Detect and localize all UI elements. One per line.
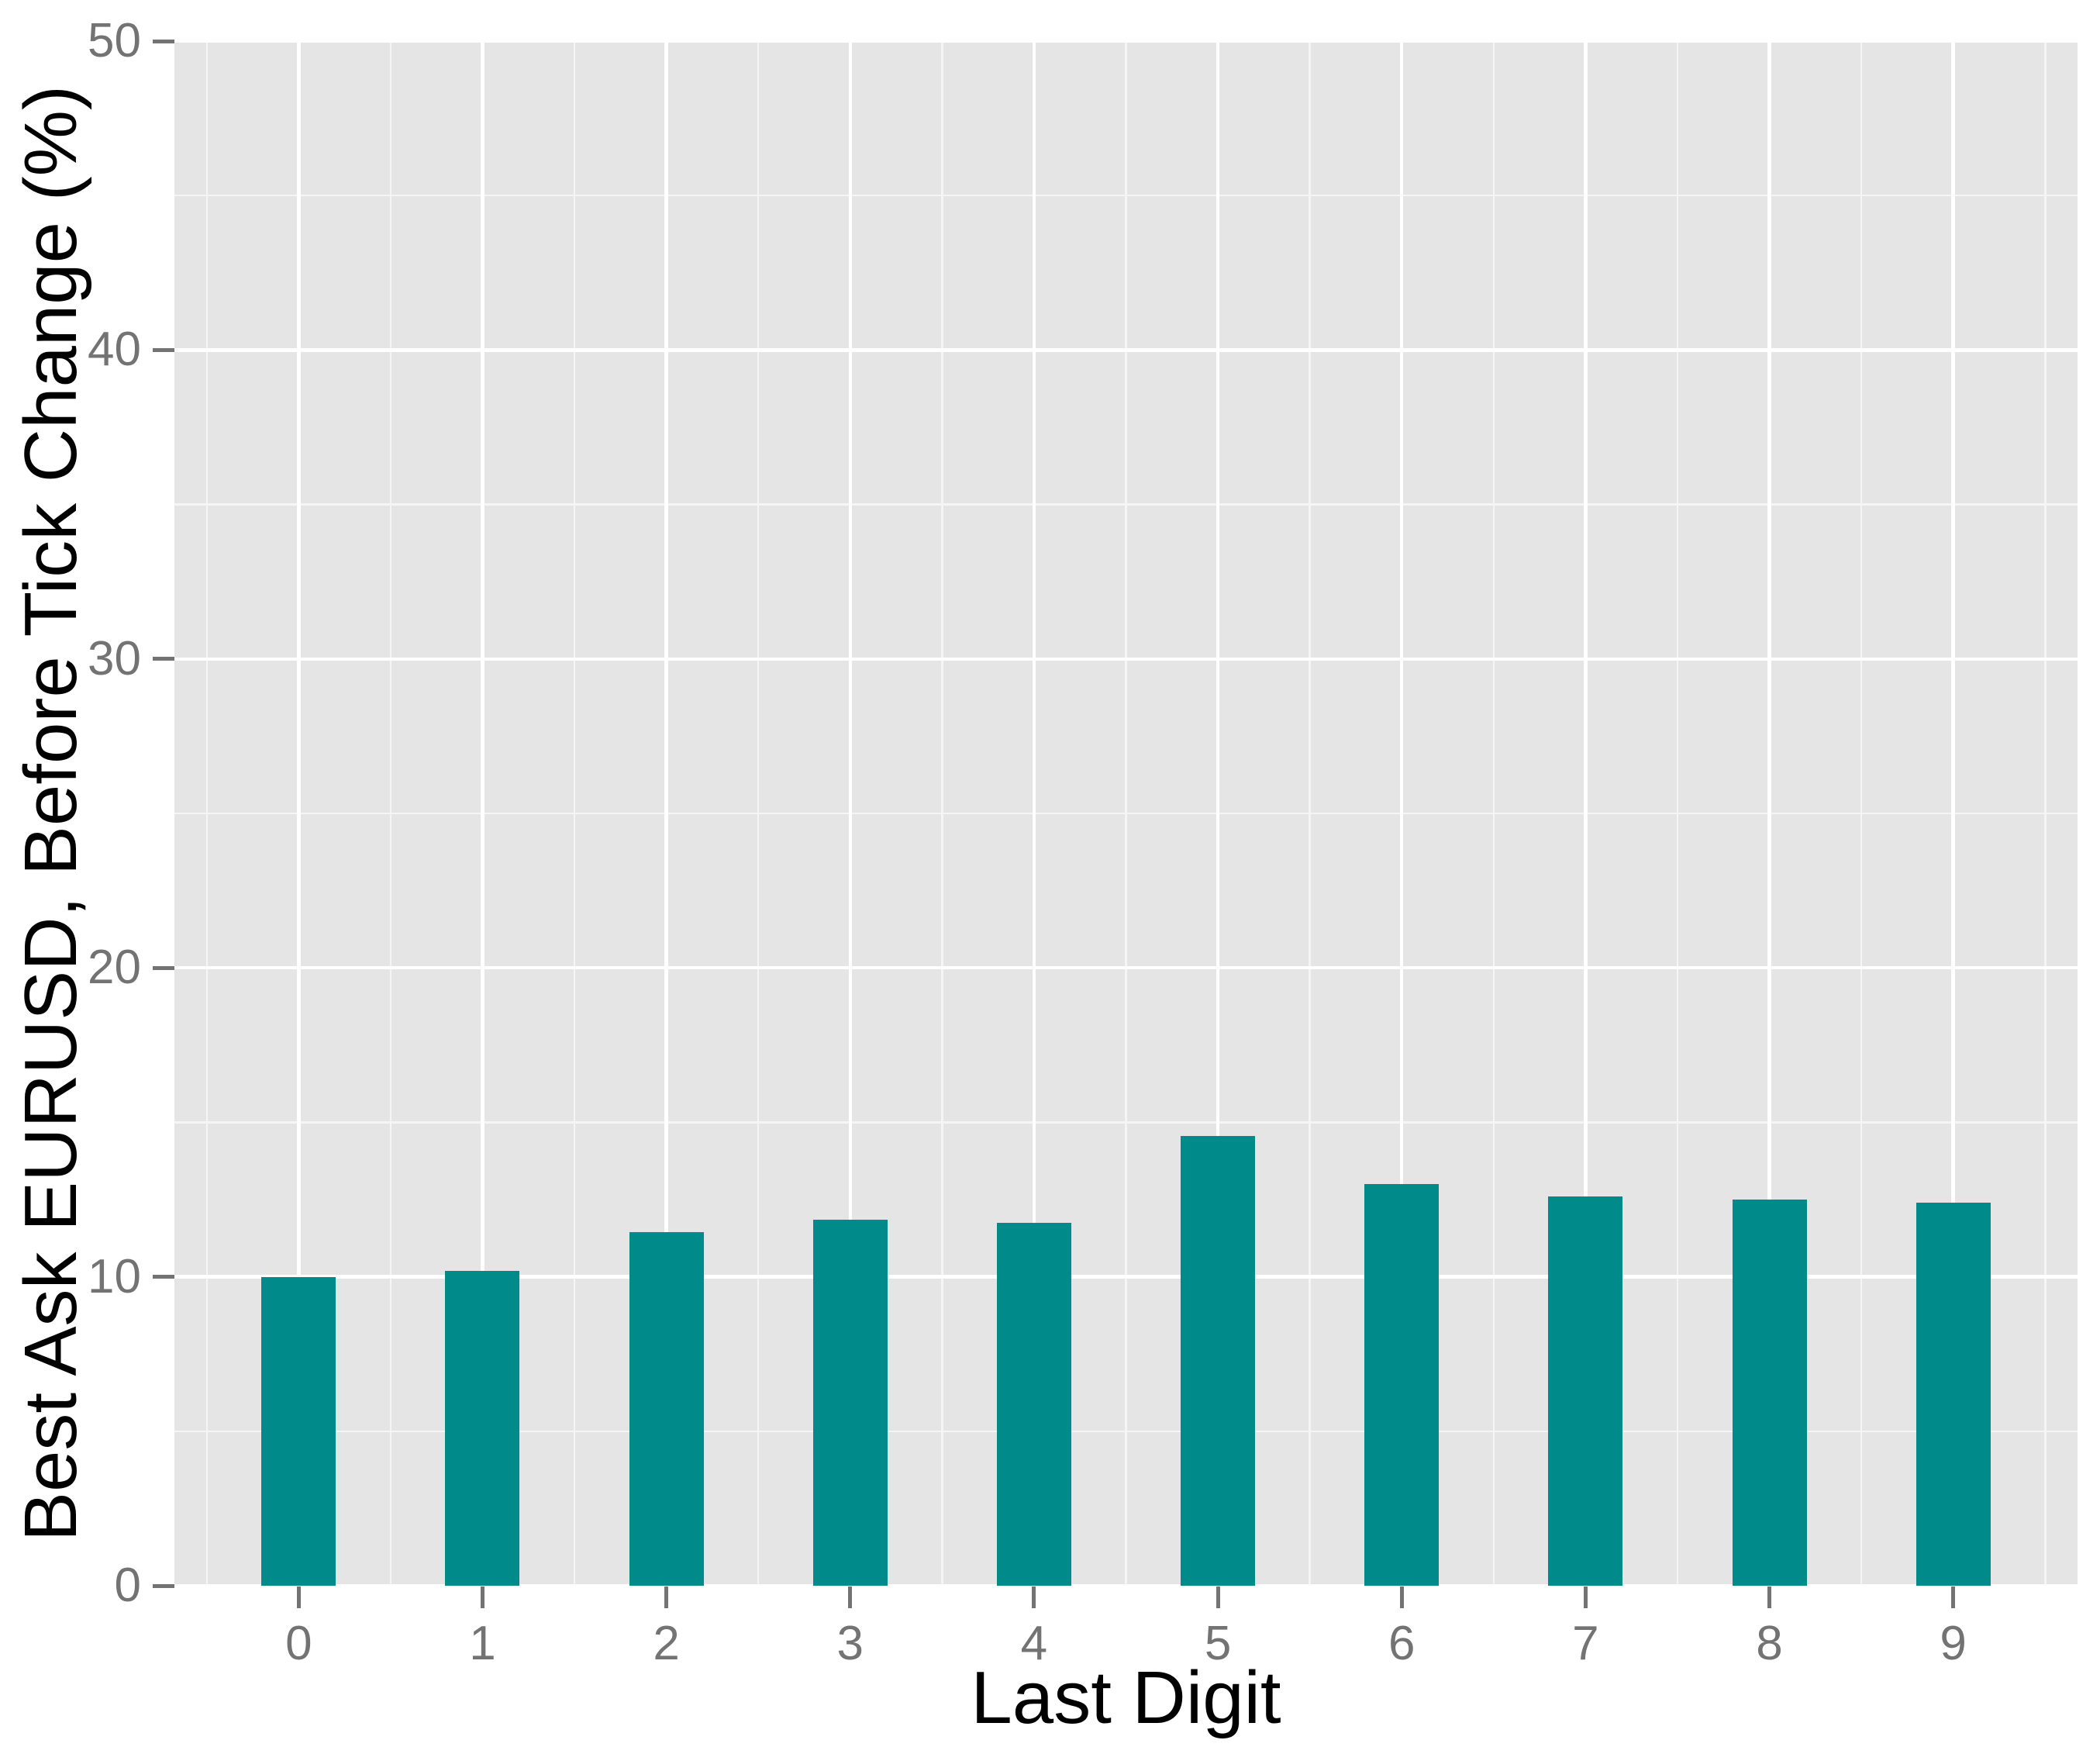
minor-gridline-vertical bbox=[389, 41, 392, 1586]
y-tick-label: 40 bbox=[88, 323, 141, 377]
bar-digit-9 bbox=[1916, 1202, 1991, 1586]
x-tick-label: 7 bbox=[1572, 1617, 1599, 1670]
major-gridline-vertical bbox=[1584, 41, 1588, 1586]
minor-gridline-vertical bbox=[1860, 41, 1863, 1586]
bar-digit-2 bbox=[629, 1231, 704, 1586]
bar-digit-8 bbox=[1732, 1200, 1807, 1586]
major-gridline-vertical bbox=[848, 41, 853, 1586]
y-tick-mark bbox=[153, 1583, 174, 1588]
major-gridline-horizontal bbox=[174, 1583, 2078, 1586]
major-gridline-horizontal bbox=[174, 1275, 2078, 1279]
x-tick-label: 3 bbox=[836, 1617, 864, 1670]
major-gridline-horizontal bbox=[174, 41, 2078, 43]
y-tick-mark bbox=[153, 657, 174, 661]
minor-gridline-vertical bbox=[1676, 41, 1679, 1586]
bar-digit-4 bbox=[996, 1222, 1071, 1586]
major-gridline-horizontal bbox=[174, 348, 2078, 352]
x-tick-label: 6 bbox=[1388, 1617, 1416, 1670]
y-tick-mark bbox=[153, 1275, 174, 1279]
y-tick-mark bbox=[153, 965, 174, 970]
y-tick-mark bbox=[153, 39, 174, 43]
minor-gridline-vertical bbox=[2044, 41, 2047, 1586]
x-axis-title: Last Digit bbox=[971, 1656, 1281, 1739]
x-tick-mark bbox=[1399, 1586, 1404, 1608]
x-tick-mark bbox=[1583, 1586, 1588, 1608]
major-gridline-vertical bbox=[1399, 41, 1404, 1586]
bar-digit-6 bbox=[1364, 1184, 1440, 1586]
minor-gridline-vertical bbox=[573, 41, 576, 1586]
x-tick-label: 5 bbox=[1204, 1617, 1232, 1670]
bar-digit-0 bbox=[261, 1276, 336, 1586]
x-tick-label: 1 bbox=[469, 1617, 496, 1670]
major-gridline-vertical bbox=[1767, 41, 1771, 1586]
y-axis-title: Best Ask EURUSD, Before Tick Change (%) bbox=[9, 85, 92, 1542]
major-gridline-horizontal bbox=[174, 965, 2078, 970]
y-tick-mark bbox=[153, 347, 174, 352]
x-tick-label: 0 bbox=[285, 1617, 312, 1670]
major-gridline-vertical bbox=[1032, 41, 1036, 1586]
x-tick-mark bbox=[1032, 1586, 1036, 1608]
y-tick-label: 20 bbox=[88, 941, 141, 995]
minor-gridline-vertical bbox=[205, 41, 208, 1586]
x-tick-label: 4 bbox=[1020, 1617, 1048, 1670]
x-tick-mark bbox=[848, 1586, 853, 1608]
major-gridline-vertical bbox=[1216, 41, 1220, 1586]
x-tick-mark bbox=[1951, 1586, 1956, 1608]
y-tick-label: 10 bbox=[88, 1249, 141, 1303]
x-tick-mark bbox=[1216, 1586, 1220, 1608]
y-tick-label: 50 bbox=[88, 14, 141, 67]
major-gridline-vertical bbox=[1951, 41, 1955, 1586]
x-tick-label: 2 bbox=[653, 1617, 680, 1670]
x-tick-mark bbox=[296, 1586, 301, 1608]
major-gridline-vertical bbox=[664, 41, 668, 1586]
bar-digit-1 bbox=[445, 1270, 520, 1586]
minor-gridline-vertical bbox=[1492, 41, 1495, 1586]
x-tick-label: 8 bbox=[1756, 1617, 1783, 1670]
bar-digit-3 bbox=[812, 1219, 888, 1586]
minor-gridline-vertical bbox=[1309, 41, 1311, 1586]
y-tick-label: 30 bbox=[88, 631, 141, 685]
minor-gridline-vertical bbox=[941, 41, 943, 1586]
bar-digit-7 bbox=[1548, 1196, 1623, 1586]
x-tick-mark bbox=[1767, 1586, 1772, 1608]
major-gridline-vertical bbox=[481, 41, 484, 1586]
bar-digit-5 bbox=[1181, 1136, 1256, 1586]
major-gridline-vertical bbox=[297, 41, 301, 1586]
major-gridline-horizontal bbox=[174, 657, 2078, 661]
x-tick-mark bbox=[480, 1586, 484, 1608]
x-tick-mark bbox=[664, 1586, 669, 1608]
plot-panel bbox=[174, 41, 2078, 1586]
x-tick-label: 9 bbox=[1940, 1617, 1967, 1670]
minor-gridline-vertical bbox=[757, 41, 760, 1586]
minor-gridline-vertical bbox=[1125, 41, 1127, 1586]
y-tick-label: 0 bbox=[114, 1559, 141, 1612]
